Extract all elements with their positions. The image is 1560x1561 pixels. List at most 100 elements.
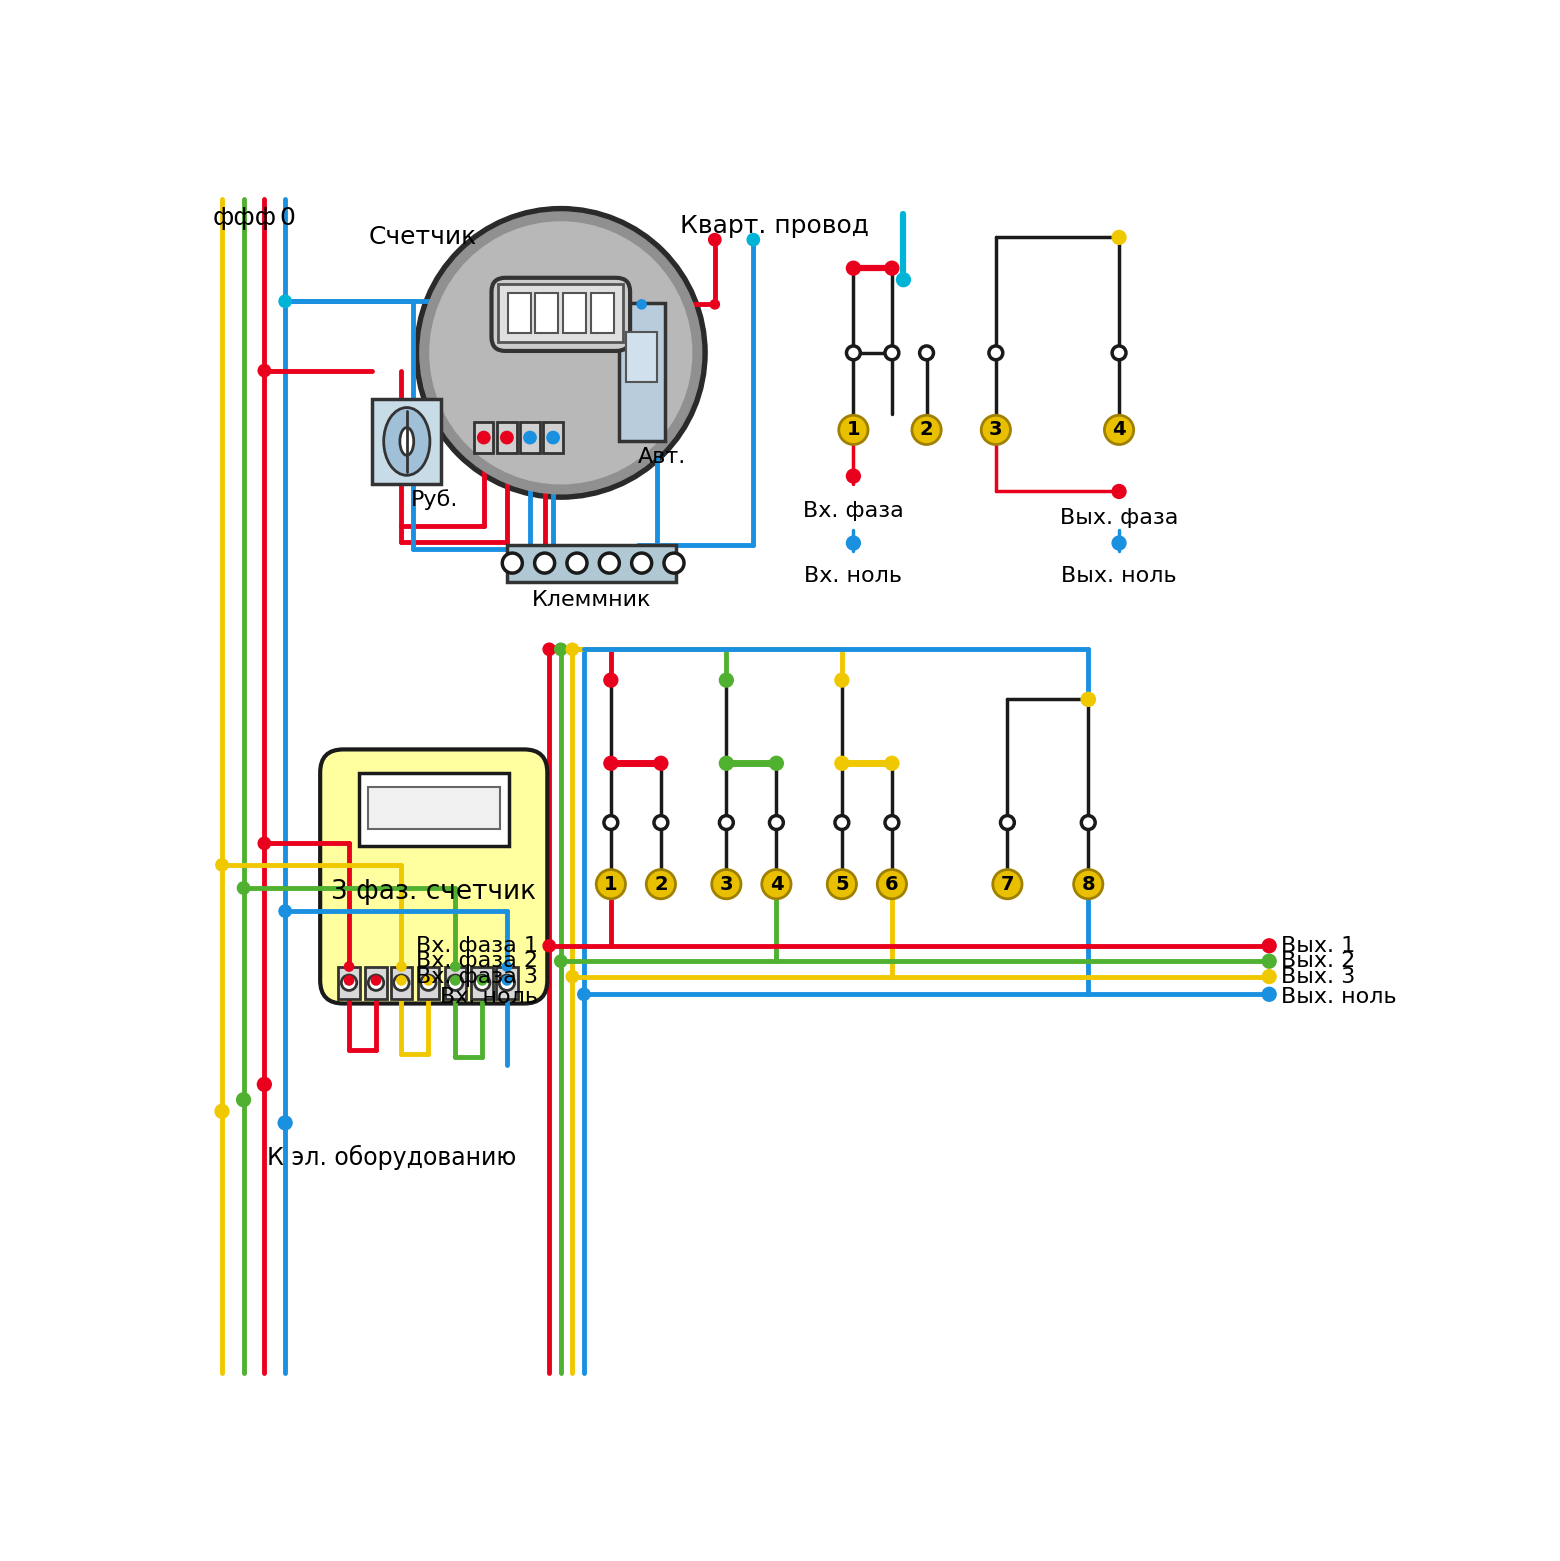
Circle shape <box>371 976 381 985</box>
Circle shape <box>448 976 463 990</box>
Bar <box>339 966 360 999</box>
Text: Вых. ноль: Вых. ноль <box>1281 988 1396 1007</box>
Text: 3: 3 <box>989 420 1003 439</box>
Circle shape <box>1081 816 1095 829</box>
Ellipse shape <box>399 428 413 456</box>
Circle shape <box>474 976 490 990</box>
Text: Вых. фаза: Вых. фаза <box>1059 509 1178 529</box>
Text: Руб.: Руб. <box>410 489 459 509</box>
Text: 3 фаз. счетчик: 3 фаз. счетчик <box>331 879 537 905</box>
Circle shape <box>543 940 555 952</box>
Circle shape <box>502 976 512 985</box>
Circle shape <box>577 988 590 1001</box>
Circle shape <box>761 869 791 899</box>
Circle shape <box>654 816 668 829</box>
Circle shape <box>1262 988 1276 1001</box>
Circle shape <box>278 1116 292 1130</box>
Circle shape <box>1081 693 1095 706</box>
Circle shape <box>368 976 384 990</box>
Text: Вх. фаза 1: Вх. фаза 1 <box>415 935 538 955</box>
Text: К эл. оборудованию: К эл. оборудованию <box>267 1144 516 1171</box>
Circle shape <box>711 869 741 899</box>
Circle shape <box>636 300 646 309</box>
Circle shape <box>279 905 292 918</box>
Circle shape <box>885 816 899 829</box>
Circle shape <box>259 364 270 376</box>
Circle shape <box>279 295 292 308</box>
Circle shape <box>913 415 941 445</box>
Bar <box>471 966 493 999</box>
Circle shape <box>885 757 899 770</box>
Bar <box>390 966 412 999</box>
Text: Авт.: Авт. <box>638 446 686 467</box>
Circle shape <box>501 431 513 443</box>
Text: Вых. 2: Вых. 2 <box>1281 951 1356 971</box>
Circle shape <box>897 273 911 287</box>
Circle shape <box>885 347 899 359</box>
Circle shape <box>555 643 566 656</box>
Circle shape <box>431 222 691 484</box>
Bar <box>496 966 518 999</box>
Circle shape <box>543 643 555 656</box>
Bar <box>507 293 530 332</box>
Bar <box>521 421 540 453</box>
Bar <box>498 421 516 453</box>
Text: 4: 4 <box>1112 420 1126 439</box>
Circle shape <box>769 757 783 770</box>
Bar <box>619 303 665 442</box>
Bar <box>535 293 558 332</box>
Circle shape <box>451 962 460 971</box>
Bar <box>418 966 440 999</box>
Circle shape <box>847 470 860 482</box>
Text: Вых. 3: Вых. 3 <box>1281 966 1356 987</box>
Circle shape <box>919 347 933 359</box>
Circle shape <box>719 757 733 770</box>
Circle shape <box>421 976 437 990</box>
Circle shape <box>599 553 619 573</box>
Text: 4: 4 <box>769 874 783 893</box>
Bar <box>626 331 657 382</box>
Circle shape <box>548 431 558 443</box>
Text: Вых. 1: Вых. 1 <box>1281 935 1356 955</box>
Bar <box>591 293 615 332</box>
Bar <box>445 966 466 999</box>
Text: 1: 1 <box>847 420 860 439</box>
Text: 2: 2 <box>654 874 668 893</box>
Circle shape <box>477 431 490 443</box>
Text: Вх. ноль: Вх. ноль <box>440 988 538 1007</box>
Circle shape <box>835 816 849 829</box>
Circle shape <box>215 859 228 871</box>
Circle shape <box>1262 938 1276 952</box>
Circle shape <box>1112 231 1126 245</box>
Circle shape <box>237 882 250 894</box>
Circle shape <box>424 976 434 985</box>
Bar <box>474 421 493 453</box>
Circle shape <box>1104 415 1134 445</box>
Circle shape <box>747 234 760 245</box>
Circle shape <box>654 757 668 770</box>
Circle shape <box>215 1104 229 1118</box>
Text: 3: 3 <box>719 874 733 893</box>
Circle shape <box>499 976 515 990</box>
Circle shape <box>345 976 354 985</box>
Bar <box>359 773 509 846</box>
Circle shape <box>1262 969 1276 983</box>
Bar <box>365 966 387 999</box>
Circle shape <box>665 553 683 573</box>
Circle shape <box>345 962 354 971</box>
Circle shape <box>415 206 707 500</box>
Circle shape <box>989 347 1003 359</box>
Circle shape <box>708 234 721 245</box>
Circle shape <box>992 869 1022 899</box>
Circle shape <box>1081 693 1095 706</box>
Text: Вых. ноль: Вых. ноль <box>1061 567 1176 587</box>
Circle shape <box>451 976 460 985</box>
Text: 8: 8 <box>1081 874 1095 893</box>
Circle shape <box>502 962 512 971</box>
Circle shape <box>710 300 719 309</box>
Circle shape <box>259 837 270 849</box>
Text: Счетчик: Счетчик <box>368 225 476 250</box>
Circle shape <box>1262 954 1276 968</box>
Text: Вх. ноль: Вх. ноль <box>805 567 902 587</box>
Bar <box>368 787 499 829</box>
